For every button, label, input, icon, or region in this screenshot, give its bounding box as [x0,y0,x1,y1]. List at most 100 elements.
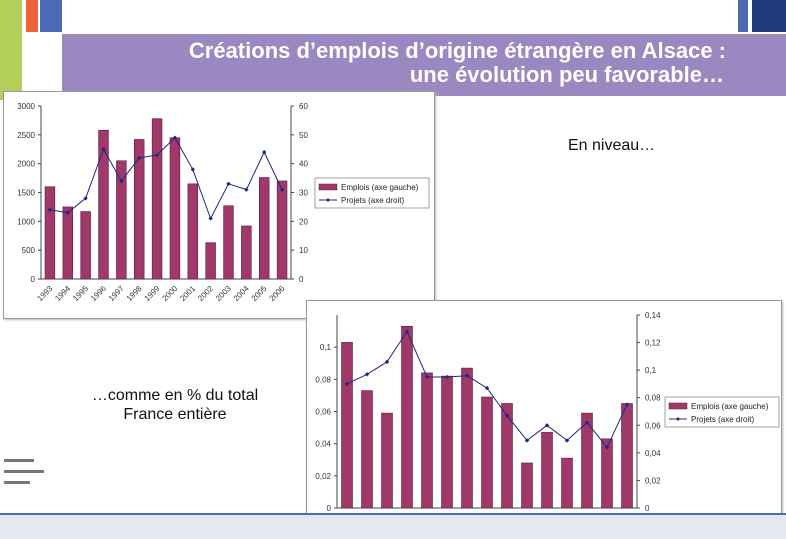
decorative-orange-square [26,0,38,32]
point-projets [262,149,267,155]
legend-label-projets: Projets (axe droit) [691,415,754,424]
point-projets [279,187,285,192]
legend-swatch-bar [668,402,688,410]
point-projets [504,413,510,418]
x-tick-label: 2002 [196,284,215,303]
y-right-tick-label: 0,14 [645,311,661,320]
y-left-tick-label: 0 [327,504,332,513]
caption-level: En niveau… [568,137,656,154]
y-right-tick-label: 0,04 [645,449,661,458]
x-tick-label: 1994 [53,284,72,303]
point-projets [524,438,530,443]
bar-emplois [561,457,573,509]
point-projets [444,374,450,380]
x-tick-label: 1995 [71,284,90,303]
legend-box [314,177,430,209]
y-left-tick-label: 2500 [17,131,35,140]
slide-title-line2: une évolution peu favorable… [409,62,724,87]
footer-strip [0,513,786,516]
caption-percent-line1: …comme en % du total [91,387,259,404]
point-projets [364,372,370,377]
point-projets [208,216,213,221]
point-projets [154,152,160,158]
point-projets [83,196,88,201]
bar-emplois [601,438,613,509]
bar-emplois [151,118,163,280]
y-left-tick-label: 2000 [17,160,35,169]
bar-emplois [521,462,533,509]
bar-emplois [80,211,91,280]
y-left-tick-label: 0 [31,275,36,284]
point-projets [584,420,590,425]
y-right-tick-label: 10 [299,246,308,255]
legend-label-emplois: Emplois (axe gauche) [691,402,769,411]
source-note-bar [4,470,44,473]
chart-level: 0 500 1000 1500 2000 2500 3000 0 10 20 30 40 50 60 199… [17,102,430,303]
bar-emplois [581,412,593,509]
y-left-tick-label: 1000 [17,217,35,226]
x-tick-label: 2005 [250,284,269,303]
bar-emplois [341,342,353,509]
y-right-tick-label: 60 [299,102,308,111]
footer-bar [0,515,786,539]
x-tick-label: 2000 [160,284,179,303]
y-left-tick-label: 0,06 [315,408,331,417]
x-tick-label: 1993 [35,284,54,303]
title-band: Créations d’emplois d’origine étrangère … [62,34,786,96]
legend-box [664,396,780,428]
point-projets [484,385,490,391]
x-tick-label: 2006 [268,284,287,303]
x-tick-label: 2004 [232,284,251,303]
y-right-tick-label: 0 [645,504,650,513]
point-projets [190,167,195,172]
bar-emplois [241,225,252,280]
bar-emplois [401,325,413,509]
point-projets [564,438,570,443]
bar-emplois [481,396,493,509]
point-projets [464,373,470,378]
bar-emplois [381,412,393,509]
caption-percent-line2: France entière [123,406,227,423]
bar-emplois [223,205,234,280]
y-left-tick-label: 0,08 [315,375,331,384]
y-right-tick-label: 0,02 [645,476,661,485]
series-line-projets [49,136,283,220]
y-left-tick-label: 0,1 [320,343,332,352]
source-note-bar [4,459,34,462]
x-tick-label: 1999 [143,284,162,303]
bar-emplois [461,367,473,509]
slide-title-line1: Créations d’emplois d’origine étrangère … [188,38,726,63]
bar-emplois [98,129,109,280]
y-left-tick-label: 3000 [17,102,35,111]
point-projets [404,329,410,334]
chart-level-panel: 0 500 1000 1500 2000 2500 3000 0 10 20 30 40 50 60 199… [3,91,435,319]
legend-swatch-bar [318,183,338,191]
bar-emplois [441,375,453,509]
y-right-tick-label: 0 [299,275,304,284]
point-projets [172,135,178,140]
legend-swatch-marker [326,198,330,202]
y-right-tick-label: 40 [299,160,308,169]
point-projets [624,402,630,407]
bar-emplois [501,403,513,509]
bar-emplois [187,183,198,280]
point-projets [47,207,53,212]
bar-emplois [361,390,373,509]
y-left-tick-label: 1500 [17,189,35,198]
point-projets [604,445,610,450]
bar-emplois [541,432,553,509]
bar-emplois [276,180,288,280]
bar-emplois [116,160,127,280]
x-tick-label: 2003 [214,284,233,303]
bar-emplois [205,242,216,280]
decorative-navy-square [752,0,786,32]
y-left-tick-label: 0,02 [315,472,331,481]
y-right-tick-label: 0,1 [645,366,657,375]
y-right-tick-label: 50 [299,131,308,140]
point-projets [384,359,390,365]
point-projets [65,210,70,215]
chart-percent: 0 0,02 0,04 0,06 0,08 0,1 0 0,02 0,04 0,06 0,08 0,1… [315,311,780,523]
y-left-tick-label: 500 [22,246,36,255]
point-projets [226,181,231,187]
y-right-tick-label: 30 [299,189,308,198]
